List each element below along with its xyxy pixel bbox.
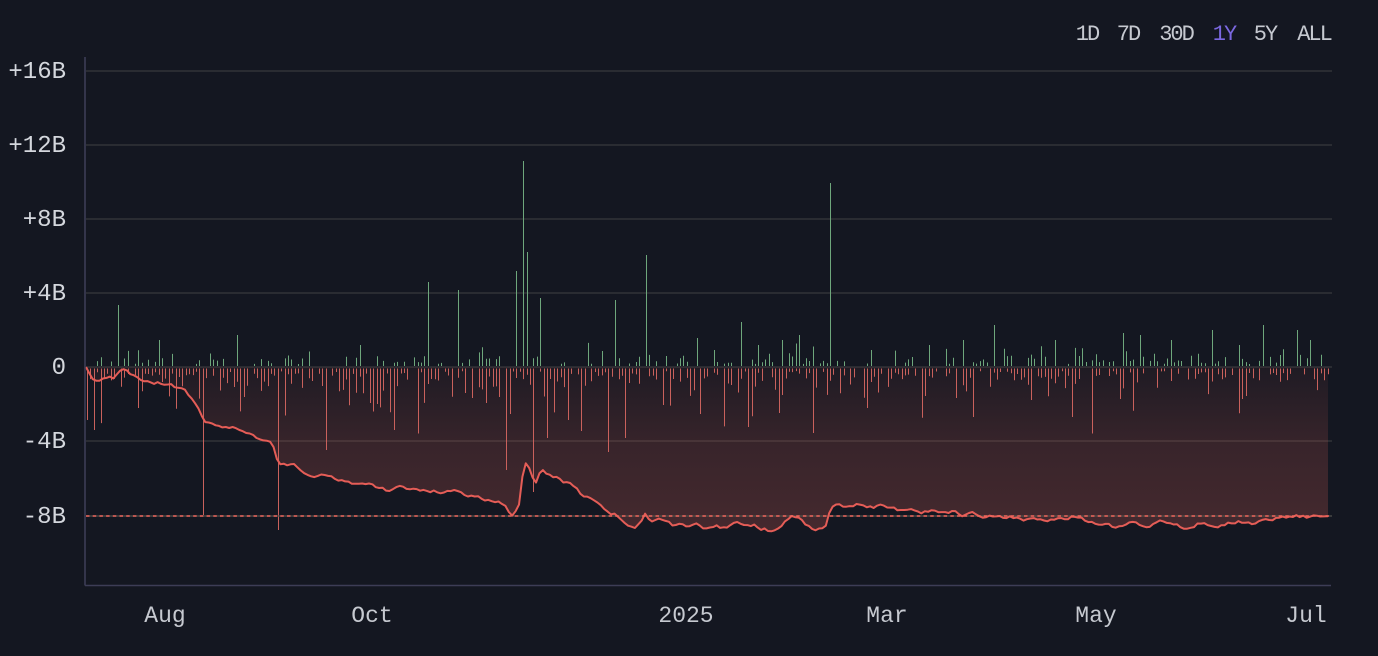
svg-text:Oct: Oct <box>351 603 392 629</box>
svg-text:1D: 1D <box>1076 22 1100 47</box>
svg-text:5Y: 5Y <box>1254 22 1278 47</box>
svg-text:2025: 2025 <box>658 603 713 629</box>
svg-text:+16B: +16B <box>8 59 66 86</box>
svg-text:Mar: Mar <box>866 603 907 629</box>
svg-text:May: May <box>1075 603 1117 629</box>
svg-text:ALL: ALL <box>1297 22 1331 47</box>
svg-text:1Y: 1Y <box>1213 22 1237 47</box>
svg-text:+4B: +4B <box>23 281 66 308</box>
svg-text:7D: 7D <box>1117 22 1141 47</box>
svg-text:+8B: +8B <box>23 207 66 234</box>
svg-text:0: 0 <box>52 355 66 382</box>
svg-text:30D: 30D <box>1159 22 1194 47</box>
svg-text:-4B: -4B <box>23 429 66 456</box>
svg-text:Jul: Jul <box>1285 603 1326 629</box>
svg-text:Aug: Aug <box>144 603 185 629</box>
svg-text:-8B: -8B <box>23 504 66 531</box>
svg-text:+12B: +12B <box>8 133 66 160</box>
